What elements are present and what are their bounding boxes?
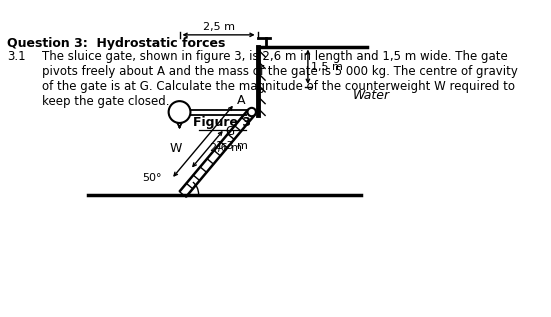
Text: 2,5 m: 2,5 m — [203, 22, 235, 32]
Text: A: A — [236, 94, 245, 107]
Text: Question 3:  Hydrostatic forces: Question 3: Hydrostatic forces — [7, 36, 225, 49]
Text: 3.1: 3.1 — [7, 50, 25, 63]
Text: 1,3 m: 1,3 m — [216, 141, 247, 151]
Text: Water: Water — [353, 89, 390, 102]
Text: W: W — [170, 142, 182, 155]
Text: Figure 3: Figure 3 — [193, 116, 251, 129]
Text: G: G — [226, 125, 235, 138]
Text: 2,6 m: 2,6 m — [210, 143, 242, 153]
Text: The sluice gate, shown in figure 3, is 2,6 m in length and 1,5 m wide. The gate
: The sluice gate, shown in figure 3, is 2… — [42, 50, 518, 108]
Text: 1,5 m: 1,5 m — [311, 62, 343, 72]
Circle shape — [169, 101, 191, 123]
Text: 50°: 50° — [142, 172, 162, 183]
Circle shape — [247, 108, 256, 116]
